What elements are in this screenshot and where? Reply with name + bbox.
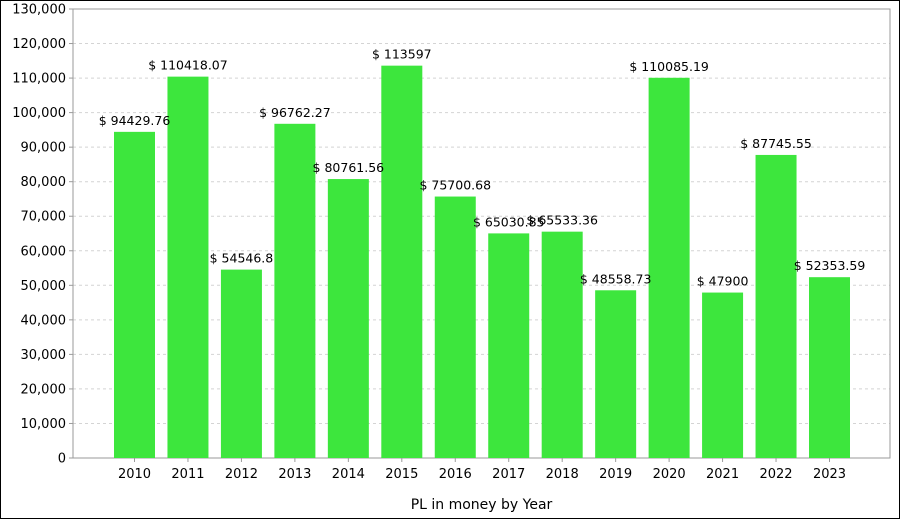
x-tick-label: 2015 xyxy=(385,467,418,482)
x-tick-label: 2021 xyxy=(706,467,739,482)
data-label: $ 110418.07 xyxy=(148,58,228,73)
data-label: $ 65533.36 xyxy=(526,213,598,228)
x-tick-label: 2018 xyxy=(546,467,579,482)
x-tick-label: 2022 xyxy=(759,467,792,482)
bar-2016 xyxy=(434,196,476,458)
bar-2013 xyxy=(274,123,316,458)
y-tick-label: 130,000 xyxy=(12,3,66,18)
y-tick-label: 110,000 xyxy=(12,72,66,87)
data-label: $ 54546.8 xyxy=(210,251,274,266)
bar-2012 xyxy=(220,269,262,458)
data-label: $ 80761.56 xyxy=(313,160,385,175)
data-label: $ 110085.19 xyxy=(629,59,709,74)
bar-2020 xyxy=(648,77,690,459)
bar-2022 xyxy=(755,154,797,458)
y-tick-label: 10,000 xyxy=(21,417,67,432)
x-axis-tick-labels: 2010 2011 2012 2013 2014 2015 2016 2017 2018 2019… xyxy=(118,458,846,482)
x-tick-label: 2017 xyxy=(492,467,525,482)
data-label: $ 75700.68 xyxy=(419,178,491,193)
plot-area xyxy=(72,8,891,459)
y-tick-label: 120,000 xyxy=(12,37,66,52)
y-tick-label: 80,000 xyxy=(21,175,67,190)
x-tick-label: 2012 xyxy=(225,467,258,482)
y-tick-label: 60,000 xyxy=(21,244,67,259)
bar-2017 xyxy=(488,233,530,458)
data-label: $ 87745.55 xyxy=(740,136,812,151)
bar-2019 xyxy=(595,290,637,458)
bar-2015 xyxy=(381,65,423,458)
data-labels: $ 94429.76 $ 110418.07 $ 54546.8 $ 96762.27… xyxy=(99,47,866,289)
x-tick-label: 2010 xyxy=(118,467,151,482)
data-label: $ 113597 xyxy=(372,47,432,62)
bars xyxy=(114,65,850,459)
y-tick-label: 50,000 xyxy=(21,279,67,294)
bar-2018 xyxy=(541,231,583,458)
x-tick-label: 2011 xyxy=(171,467,204,482)
x-tick-label: 2023 xyxy=(813,467,846,482)
data-label: $ 65030.85 xyxy=(473,214,545,229)
data-label: $ 96762.27 xyxy=(259,105,331,120)
bar-2011 xyxy=(167,76,209,459)
x-tick-label: 2013 xyxy=(278,467,311,482)
data-label: $ 47900 xyxy=(697,274,749,289)
y-tick-label: 100,000 xyxy=(12,106,66,121)
data-label: $ 52353.59 xyxy=(794,258,866,273)
gridlines xyxy=(69,8,890,459)
y-tick-label: 0 xyxy=(58,452,66,467)
y-tick-label: 90,000 xyxy=(21,141,67,156)
y-tick-label: 40,000 xyxy=(21,313,67,328)
x-tick-label: 2016 xyxy=(439,467,472,482)
x-tick-label: 2014 xyxy=(332,467,365,482)
x-tick-label: 2019 xyxy=(599,467,632,482)
bar-2023 xyxy=(809,277,850,458)
bar-2021 xyxy=(702,292,744,458)
data-label: $ 48558.73 xyxy=(580,271,652,286)
x-axis-title: PL in money by Year xyxy=(411,497,553,513)
data-label: $ 94429.76 xyxy=(99,113,171,128)
y-tick-label: 70,000 xyxy=(21,210,67,225)
y-axis-tick-labels: 0 10,000 20,000 30,000 40,000 50,000 60,000 70,… xyxy=(12,3,66,467)
y-tick-label: 30,000 xyxy=(21,348,67,363)
bar-2014 xyxy=(327,179,369,458)
x-tick-label: 2020 xyxy=(653,467,686,482)
y-tick-label: 20,000 xyxy=(21,382,67,397)
bar-2010 xyxy=(114,131,155,459)
